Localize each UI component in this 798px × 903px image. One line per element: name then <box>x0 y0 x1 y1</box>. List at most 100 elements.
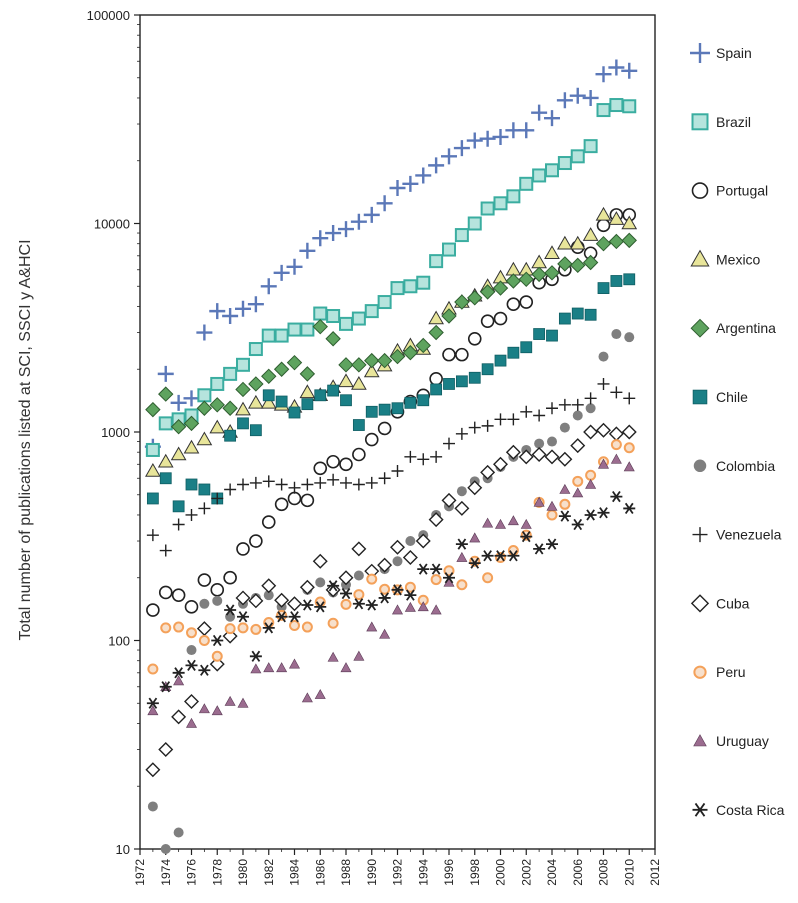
spain-point <box>556 92 573 109</box>
spain-point <box>222 308 239 325</box>
chile-point <box>365 405 378 418</box>
portugal-point <box>506 297 521 312</box>
x-tick-label: 2012 <box>648 859 662 886</box>
colombia-point <box>353 570 364 581</box>
brazil-point <box>454 228 469 243</box>
legend-item-brazil: Brazil <box>691 113 751 131</box>
chile-point <box>494 354 507 367</box>
venezuela-point <box>237 478 249 491</box>
chile-point <box>262 389 275 402</box>
spain-point <box>260 278 277 295</box>
brazil-point <box>351 311 366 326</box>
mexico-point <box>260 394 277 409</box>
brazil-point <box>300 322 315 337</box>
venezuela-point <box>262 475 275 488</box>
brazil-point <box>158 416 173 431</box>
venezuela-point <box>546 402 558 415</box>
cuba-point <box>544 449 560 465</box>
portugal-point <box>249 534 263 548</box>
mexico-point <box>338 373 354 388</box>
argentina-point <box>582 254 599 271</box>
costa-rica-point <box>314 601 327 613</box>
peru-point <box>430 574 442 586</box>
venezuela-point <box>365 476 378 489</box>
mexico-point <box>544 245 560 259</box>
peru-point <box>559 498 571 510</box>
chile-point <box>314 389 327 402</box>
costa-rica-point <box>288 611 301 623</box>
uruguay-point <box>198 703 210 714</box>
spain-point <box>170 394 187 411</box>
series-spain <box>144 59 638 455</box>
legend-label-peru: Peru <box>716 664 746 680</box>
colombia-point <box>160 844 171 854</box>
cuba-point <box>518 449 534 465</box>
chile-point <box>481 363 494 376</box>
data-points <box>144 59 638 854</box>
chile-point <box>571 307 584 320</box>
argentina-point <box>351 357 367 373</box>
chile-point <box>455 375 468 388</box>
venezuela-point <box>211 492 224 505</box>
legend-label-mexico: Mexico <box>716 251 761 267</box>
legend-marker-venezuela <box>692 527 708 543</box>
costa-rica-point <box>468 557 481 569</box>
cuba-point <box>493 456 508 472</box>
spain-point <box>428 157 445 174</box>
costa-rica-point <box>533 543 546 555</box>
venezuela-point <box>327 473 340 486</box>
peru-point <box>237 622 249 634</box>
colombia-point <box>263 590 274 601</box>
costa-rica-point <box>237 611 249 623</box>
colombia-point <box>456 486 467 497</box>
legend: Spain Brazil Portugal Mexico Argentina Chile C… <box>690 43 785 818</box>
argentina-point <box>557 256 573 272</box>
costa-rica-point <box>352 598 365 610</box>
spain-point <box>338 221 354 238</box>
x-tick-label: 1994 <box>416 859 430 886</box>
x-tick-label: 1986 <box>313 859 327 886</box>
uruguay-point <box>559 483 571 494</box>
argentina-point <box>505 273 522 289</box>
venezuela-point <box>198 502 211 515</box>
legend-label-costa-rica: Costa Rica <box>716 802 785 818</box>
portugal-point <box>197 573 212 587</box>
cuba-point <box>299 579 315 595</box>
chile-point <box>520 341 533 354</box>
argentina-point <box>389 348 406 365</box>
costa-rica-point <box>520 530 533 543</box>
venezuela-point <box>571 398 584 411</box>
chile-point <box>443 378 455 390</box>
argentina-point <box>595 235 612 252</box>
peru-point <box>610 439 622 451</box>
spain-point <box>196 324 213 341</box>
argentina-point <box>312 318 328 335</box>
peru-point <box>353 589 365 601</box>
legend-label-spain: Spain <box>716 45 752 61</box>
chile-point <box>301 398 314 411</box>
x-tick-label: 1980 <box>236 859 250 886</box>
legend-item-cuba: Cuba <box>690 594 750 613</box>
legend-marker-brazil <box>691 113 709 131</box>
venezuela-point <box>352 478 365 491</box>
venezuela-point <box>314 476 327 489</box>
uruguay-point <box>379 628 391 639</box>
portugal-point <box>467 331 482 346</box>
x-tick-label: 1978 <box>210 859 224 886</box>
portugal-point <box>274 497 289 512</box>
brazil-point <box>403 279 418 294</box>
costa-rica-point <box>365 599 378 611</box>
argentina-point <box>183 415 200 432</box>
argentina-point <box>376 352 393 369</box>
venezuela-point <box>430 450 443 463</box>
argentina-point <box>209 397 225 413</box>
spain-point <box>608 59 625 76</box>
legend-marker-costa-rica <box>692 802 708 817</box>
colombia-point <box>405 536 416 547</box>
x-tick-label: 1982 <box>262 859 276 886</box>
mexico-point <box>569 235 586 250</box>
spain-point <box>325 225 342 242</box>
argentina-point <box>338 357 354 373</box>
chile-point <box>378 403 391 416</box>
costa-rica-point <box>172 667 185 679</box>
